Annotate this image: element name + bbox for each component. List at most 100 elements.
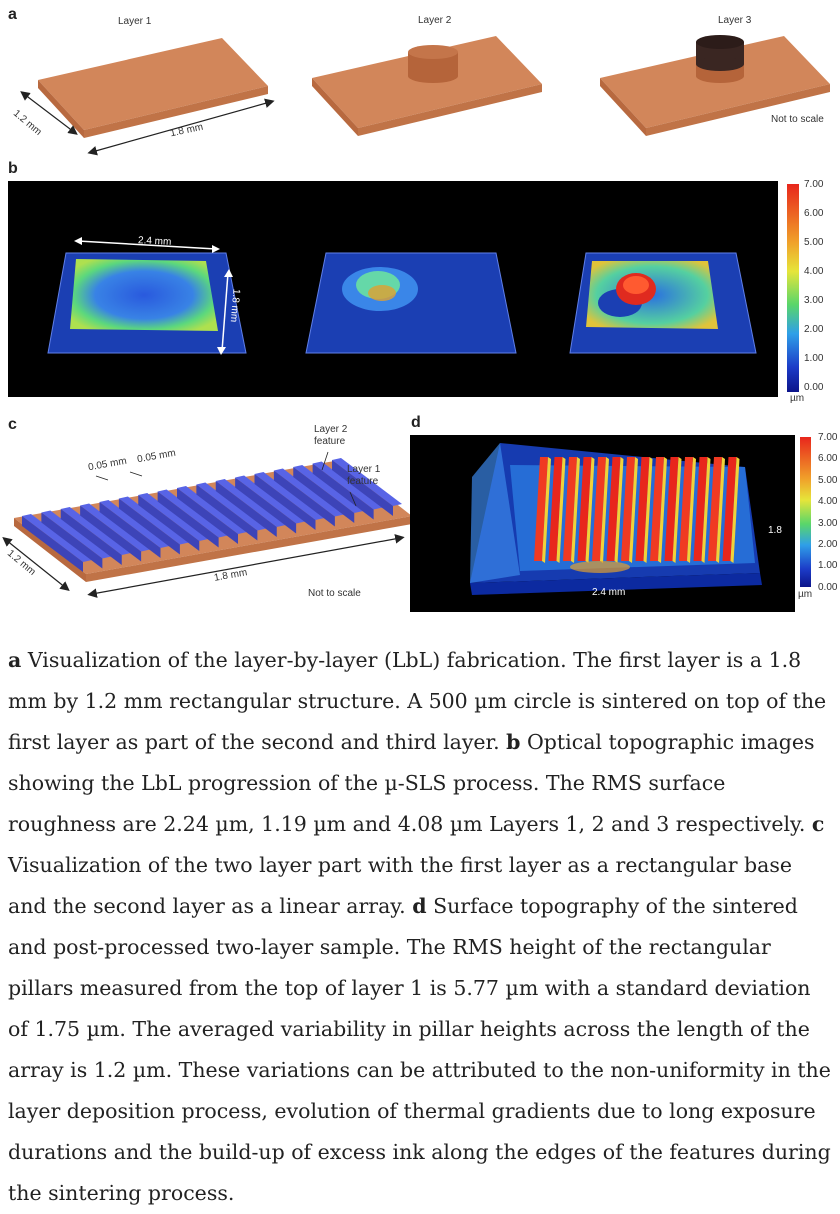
panel-c-label: c <box>8 416 17 433</box>
cbar-d-tick: 7.00 <box>818 432 838 443</box>
cbar-d-tick: 0.00 <box>818 581 838 593</box>
pillar <box>293 465 364 513</box>
b-dim-length: 2.4 mm <box>137 235 172 248</box>
layer3-plate <box>600 35 830 136</box>
cbar-b-tick: 3.00 <box>804 295 824 306</box>
d-pillar <box>650 457 664 561</box>
d-pillar-edge <box>687 457 696 563</box>
pillar <box>118 496 189 545</box>
d-pillar <box>606 457 621 561</box>
cbar-d-tick: 5.00 <box>818 474 838 486</box>
caption-c-label: c <box>811 812 825 836</box>
d-pillar-edge <box>542 457 551 563</box>
d-pillar-edge <box>701 457 711 563</box>
colorbar-d-ticks: 7.00 6.00 5.00 4.00 3.00 2.00 1.00 0.00 <box>818 432 840 596</box>
cbar-b-tick: 0.00 <box>804 382 824 393</box>
d-pillar-edge <box>643 457 653 563</box>
pillar <box>235 475 306 524</box>
d-pillar-edge <box>585 457 595 563</box>
d-pillar <box>635 457 650 561</box>
caption-c-text: Visualization of the two layer part with… <box>8 853 793 918</box>
d-pillar <box>708 457 722 561</box>
pillar-side <box>273 470 335 527</box>
pillar-side <box>196 484 258 541</box>
panel-a-label: a <box>8 6 17 23</box>
pillar-side <box>41 512 103 569</box>
cbar-b-tick: 2.00 <box>804 324 824 335</box>
d-pillar <box>664 457 679 561</box>
d-pillar <box>592 457 606 561</box>
pillar-side <box>157 491 219 548</box>
d-pillar <box>679 457 693 561</box>
d-pillar <box>548 457 563 561</box>
cbar-b-tick: 4.00 <box>804 266 824 277</box>
d-dim-length: 2.4 mm <box>592 587 626 598</box>
pillar <box>138 493 209 541</box>
pillar-side <box>312 463 374 520</box>
pillar <box>196 482 267 531</box>
pillar-side <box>293 467 355 523</box>
pillar-side <box>254 474 316 530</box>
cbar-d-tick: 2.00 <box>818 538 838 550</box>
caption-a-label: a <box>8 648 22 672</box>
cbar-b-unit: µm <box>790 393 805 404</box>
d-pillar <box>534 457 548 561</box>
cbar-d-unit: µm <box>798 589 813 600</box>
c-layer2-feature: Layer 2 feature <box>314 424 347 448</box>
caption-d-text: Surface topography of the sintered and p… <box>8 894 831 1205</box>
pillar <box>332 458 402 506</box>
d-pillar-edge <box>556 457 566 563</box>
d-pillar <box>563 457 577 561</box>
layer1-plate <box>38 38 268 138</box>
layer3-label: Layer 3 <box>718 15 752 26</box>
d-pillar <box>621 457 635 561</box>
panel-b-label: b <box>8 160 18 177</box>
d-pillar-edge <box>571 457 580 563</box>
pillar <box>273 468 344 517</box>
d-pillar-edge <box>716 457 725 563</box>
pillar-side <box>235 477 297 534</box>
pillar-side <box>332 460 393 516</box>
layer2-plate <box>312 36 542 136</box>
cbar-d-tick: 4.00 <box>818 496 838 508</box>
figure-caption: a Visualization of the layer-by-layer (L… <box>8 640 834 1214</box>
caption-a-text: Visualization of the layer-by-layer (LbL… <box>8 648 827 754</box>
d-pillar <box>693 457 708 561</box>
c-layer2-feature-line1: Layer 2 <box>314 424 348 435</box>
d-pillar <box>722 457 737 561</box>
d-pillar-edge <box>658 457 667 563</box>
layer1-label: Layer 1 <box>118 16 152 27</box>
caption-d-label: d <box>412 894 427 918</box>
cbar-b-tick: 5.00 <box>804 237 824 248</box>
colorbar-d <box>800 437 811 587</box>
pillar <box>215 479 286 527</box>
d-dim-width: 1.8 <box>768 525 782 536</box>
c-layer1-feature: Layer 1 feature <box>347 464 380 488</box>
cbar-d-tick: 1.00 <box>818 560 838 572</box>
cbar-d-tick: 6.00 <box>818 453 838 465</box>
pillar <box>177 486 247 534</box>
c-layer1-feature-line2: feature <box>347 476 379 487</box>
panel-c-illustration <box>2 451 410 598</box>
panel-b-topography <box>47 237 757 355</box>
c-note: Not to scale <box>308 588 361 599</box>
panel-a-illustration <box>20 35 830 156</box>
d-pillar-edge <box>600 457 609 563</box>
pillar <box>254 472 325 520</box>
cbar-b-tick: 6.00 <box>804 208 824 219</box>
pillar <box>312 461 383 510</box>
a-note: Not to scale <box>771 114 824 125</box>
panel-d-topography <box>470 443 762 595</box>
caption-b-label: b <box>506 730 521 754</box>
colorbar-b <box>787 184 799 392</box>
d-pillar-edge <box>730 457 740 563</box>
d-pillar-edge <box>629 457 638 563</box>
pillar-side <box>177 488 238 544</box>
cbar-d-tick: 3.00 <box>818 517 838 529</box>
cbar-b-tick: 1.00 <box>804 353 824 364</box>
layer2-label: Layer 2 <box>418 15 452 26</box>
panel-d-label: d <box>411 414 421 431</box>
d-pillar <box>577 457 592 561</box>
panel-b-image <box>8 181 778 397</box>
d-pillar-array <box>534 457 740 563</box>
